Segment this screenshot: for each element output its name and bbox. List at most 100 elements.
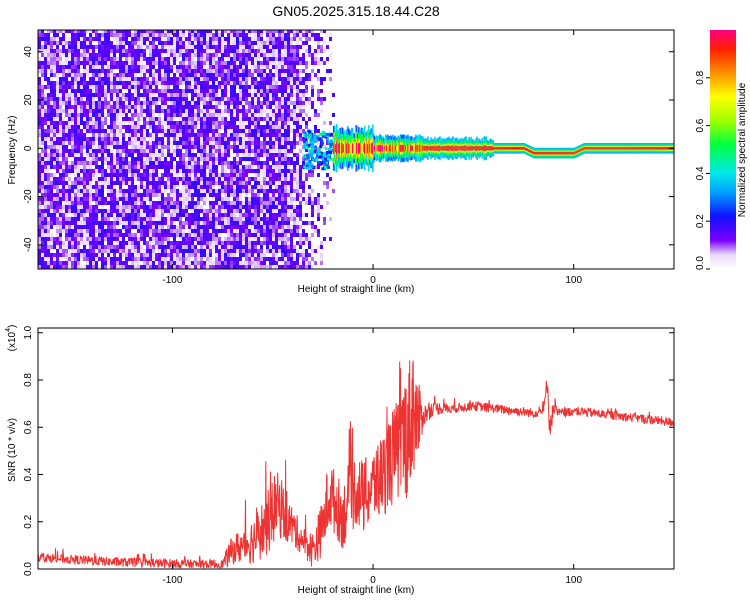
spectrogram-cell [233, 85, 236, 89]
spectrogram-cell [209, 201, 212, 205]
spectrogram-cell [212, 125, 215, 129]
spectrogram-cell [197, 257, 200, 261]
spectrogram-cell [113, 93, 116, 97]
spectrogram-cell [305, 121, 308, 125]
spectrogram-cell [185, 177, 188, 181]
spectrogram-cell [281, 81, 284, 85]
spectrogram-cell [38, 205, 41, 209]
spectrogram-cell [110, 113, 113, 117]
spectrogram-cell [59, 193, 62, 197]
spectrogram-cell [227, 165, 230, 169]
spectrogram-cell [257, 30, 260, 33]
spectrogram-cell [251, 145, 254, 149]
spectrogram-cell [44, 77, 47, 81]
spectrogram-cell [254, 117, 257, 121]
spectrogram-cell [212, 65, 215, 69]
spectrogram-cell [206, 161, 209, 165]
spectrogram-cell [98, 149, 101, 153]
spectrogram-cell [47, 129, 50, 133]
spectrogram-cell [263, 85, 266, 89]
spectrogram-cell [224, 257, 227, 261]
spectrogram-cell [245, 45, 248, 49]
spectrogram-cell [191, 137, 194, 141]
spectrogram-cell [206, 89, 209, 93]
spectrogram-cell [119, 245, 122, 249]
spectrogram-cell [242, 117, 245, 121]
spectrogram-cell [269, 49, 272, 53]
spectrogram-cell [230, 69, 233, 73]
spectrogram-cell [56, 125, 59, 129]
spectrogram-cell [74, 49, 77, 53]
spectrogram-cell [218, 213, 221, 217]
spectrogram-cell [290, 53, 293, 57]
spectrogram-cell [179, 213, 182, 217]
spectrogram-cell [98, 249, 101, 253]
spectrogram-cell [92, 129, 95, 133]
spectrogram-cell [89, 213, 92, 217]
spectrogram-cell [143, 30, 146, 33]
spectrogram-cell [236, 257, 239, 261]
spectrogram-cell [173, 249, 176, 253]
spectrogram-cell [290, 129, 293, 133]
spectrogram-cell [167, 109, 170, 113]
spectrogram-cell [200, 33, 203, 37]
spectrogram-cell [194, 141, 197, 145]
spectrogram-cell [248, 113, 251, 117]
spectrogram-cell [257, 113, 260, 117]
spectrogram-cell [146, 117, 149, 121]
spectrogram-cell [167, 193, 170, 197]
spectrogram-cell [251, 237, 254, 241]
spectrogram-cell [92, 45, 95, 49]
spectrogram-cell [59, 37, 62, 41]
spectrogram-cell [194, 169, 197, 173]
spectrogram-cell [47, 169, 50, 173]
spectrogram-cell [224, 253, 227, 257]
spectrogram-cell [263, 93, 266, 97]
spectrogram-cell [230, 61, 233, 65]
spectrogram-cell [290, 77, 293, 81]
spectrogram-cell [239, 245, 242, 249]
spectrogram-cell [173, 113, 176, 117]
spectrogram-cell [158, 265, 161, 269]
spectrogram-cell [206, 125, 209, 129]
spectrogram-cell [299, 217, 302, 221]
spectrogram-cell [152, 41, 155, 45]
spectrogram-cell [77, 241, 80, 245]
spectrogram-cell [218, 189, 221, 193]
spectrogram-cell [269, 97, 272, 101]
spectrogram-cell [89, 97, 92, 101]
spectrogram-cell [38, 145, 41, 149]
spectrogram-cell [98, 169, 101, 173]
spectrogram-cell [92, 145, 95, 149]
spectrogram-cell [203, 201, 206, 205]
spectrogram-cell [230, 249, 233, 253]
spectrogram-cell [170, 141, 173, 145]
spectrogram-cell [191, 241, 194, 245]
spectrogram-cell [206, 97, 209, 101]
spectrogram-cell [170, 89, 173, 93]
spectrogram-cell [56, 189, 59, 193]
spectrogram-cell [146, 185, 149, 189]
spectrogram-cell [77, 253, 80, 257]
spectrogram-cell [80, 221, 83, 225]
spectrogram-cell [92, 101, 95, 105]
spectrogram-cell [302, 169, 305, 173]
spectrogram-cell [104, 101, 107, 105]
spectrogram-cell [53, 205, 56, 209]
spectrogram-cell [215, 157, 218, 161]
spectrogram-cell [278, 41, 281, 45]
spectrogram-cell [86, 125, 89, 129]
spectrogram-cell [77, 73, 80, 77]
spectrogram-cell [293, 197, 296, 201]
spectrogram-cell [296, 129, 299, 133]
spectrogram-cell [149, 213, 152, 217]
spectrogram-cell [308, 37, 311, 41]
spectrogram-cell [188, 169, 191, 173]
spectrogram-cell [134, 265, 137, 269]
spectrogram-cell [110, 49, 113, 53]
spectrogram-cell [50, 93, 53, 97]
spectrogram-cell [281, 101, 284, 105]
spectrogram-cell [176, 197, 179, 201]
spectrogram-cell [122, 245, 125, 249]
spectrogram-cell [116, 161, 119, 165]
